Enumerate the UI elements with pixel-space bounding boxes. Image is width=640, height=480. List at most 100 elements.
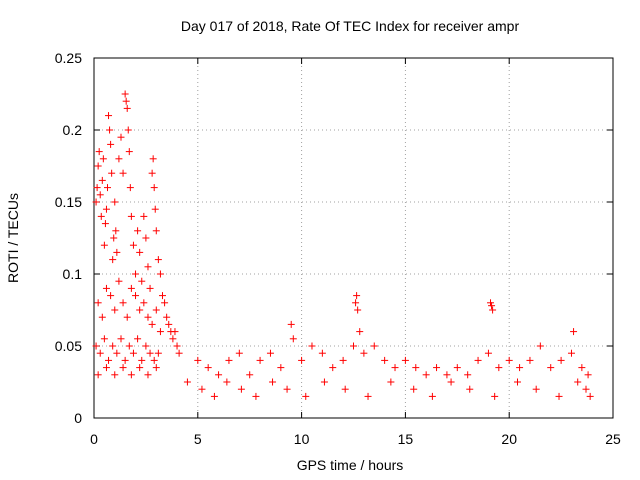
data-point [132,292,140,300]
data-point [152,306,160,314]
y-tick-label: 0 [74,410,82,426]
data-point [103,184,111,192]
data-point [144,313,152,321]
data-point [111,306,119,314]
data-point [99,155,107,163]
data-point [152,364,160,372]
data-point [94,299,102,307]
data-point [102,364,110,372]
data-point [156,270,164,278]
data-point [134,227,142,235]
data-point [136,364,144,372]
data-point [119,299,127,307]
data-point [356,328,364,336]
data-point [105,356,113,364]
data-point [318,349,326,357]
data-point [352,299,360,307]
data-point [142,234,150,242]
data-point [92,198,100,206]
data-point [161,299,169,307]
data-point [505,356,513,364]
data-point [142,342,150,350]
data-point [107,292,115,300]
data-point [410,385,418,393]
data-point [115,155,123,163]
data-point [198,385,206,393]
data-point [570,328,578,336]
data-point [582,385,590,393]
data-point [123,104,131,112]
data-point [466,385,474,393]
data-point [124,126,132,134]
data-point [140,212,148,220]
data-points [92,90,594,400]
data-point [555,392,563,400]
data-point [557,356,565,364]
data-point [225,356,233,364]
data-point [150,356,158,364]
data-point [148,320,156,328]
data-point [146,284,154,292]
data-point [112,227,120,235]
data-point [96,191,104,199]
data-point [127,212,135,220]
data-point [105,112,113,120]
data-point [443,371,451,379]
data-point [447,378,455,386]
data-point [98,313,106,321]
data-point [92,342,100,350]
x-tick-label: 10 [294,431,310,447]
y-tick-label: 0.2 [63,122,83,138]
data-point [489,306,497,314]
y-tick-label: 0.05 [55,338,82,354]
data-point [350,342,357,350]
x-tick-label: 25 [605,431,621,447]
data-point [94,162,102,170]
data-point [144,371,152,379]
y-tick-label: 0.25 [55,50,82,66]
data-point [102,284,110,292]
data-point [107,140,115,148]
data-point [526,356,534,364]
data-point [101,220,109,228]
data-point [175,349,183,357]
data-point [532,385,540,393]
data-point [113,248,121,256]
data-point [149,155,157,163]
data-point [163,313,171,321]
data-point [391,364,399,372]
data-point [341,385,349,393]
data-point [210,392,218,400]
data-point [287,320,295,328]
y-tick-label: 0.15 [55,194,82,210]
data-point [94,371,102,379]
data-point [381,356,389,364]
data-point [156,328,164,336]
data-point [266,349,274,357]
data-point [108,169,116,177]
data-point [215,371,223,379]
data-point [360,349,368,357]
data-point [370,342,378,350]
data-point [547,364,555,372]
data-point [106,126,114,134]
chart-title: Day 017 of 2018, Rate Of TEC Index for r… [181,18,520,34]
data-point [97,212,105,220]
data-point [111,371,119,379]
data-point [125,342,133,350]
data-point [136,248,144,256]
data-point [584,371,592,379]
data-point [173,342,181,350]
gridlines [94,58,613,418]
data-point [237,385,245,393]
data-point [256,356,264,364]
data-point [95,148,103,156]
data-point [491,392,499,400]
data-point [302,392,310,400]
data-point [111,198,119,206]
data-point [433,364,441,372]
data-point [223,378,231,386]
data-point [289,335,297,343]
plot-area-frame [93,57,614,419]
data-point [109,256,117,264]
